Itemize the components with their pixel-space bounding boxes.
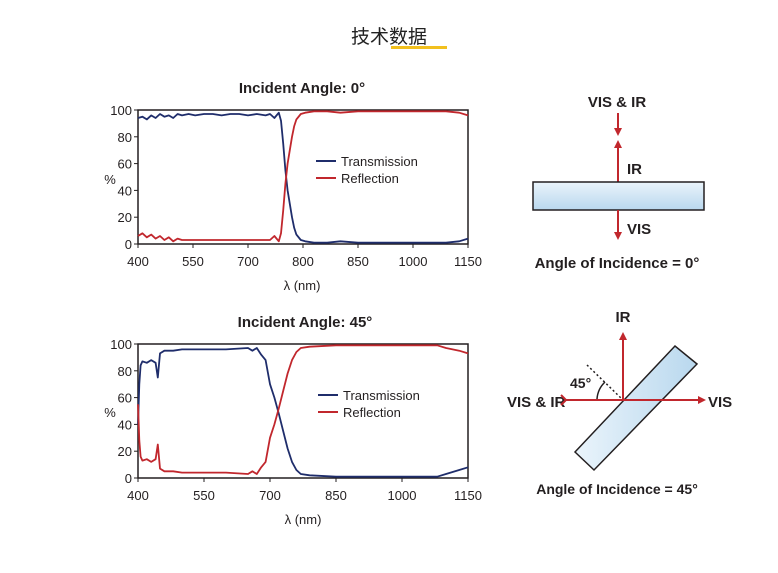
x-tick-label: 550	[182, 254, 204, 269]
angle-label: 45°	[570, 375, 591, 391]
reflected-light-label: IR	[627, 161, 642, 178]
y-tick-label: 100	[110, 337, 132, 352]
diagram-caption: Angle of Incidence = 45°	[536, 481, 698, 497]
legend-label-reflection: Reflection	[341, 171, 399, 186]
y-axis-label: %	[104, 172, 116, 187]
y-tick-label: 80	[118, 130, 132, 145]
x-tick-label: 850	[325, 488, 347, 503]
x-tick-label: 1000	[399, 254, 428, 269]
x-tick-label: 800	[292, 254, 314, 269]
page-title: 技术数据	[350, 26, 427, 48]
y-tick-label: 20	[118, 210, 132, 225]
y-tick-label: 40	[118, 417, 132, 432]
x-tick-label: 1150	[454, 488, 482, 503]
filter-plate-tilted	[573, 344, 699, 472]
diagram-incidence-45: IR 45° VIS & IR VIS Angle of Incidence =…	[507, 309, 732, 497]
x-tick-label: 400	[127, 254, 149, 269]
y-tick-label: 0	[125, 237, 132, 252]
x-axis-label: λ (nm)	[284, 278, 321, 293]
diagram-incidence-0: VIS & IR IR VIS Angle of Incidence = 0°	[532, 94, 705, 272]
legend-label-reflection: Reflection	[343, 405, 401, 420]
legend-label-transmission: Transmission	[341, 154, 418, 169]
plot-frame	[137, 343, 469, 479]
x-tick-label: 1000	[388, 488, 417, 503]
y-tick-label: 100	[110, 103, 132, 118]
y-tick-label: 60	[118, 157, 132, 172]
x-tick-label: 1150	[454, 254, 482, 269]
transmitted-light-label: VIS	[708, 394, 732, 411]
chart-incident-45: Incident Angle: 45° % λ (nm) 400 550 700 85…	[104, 314, 482, 527]
series-line-transmission	[137, 111, 469, 244]
x-tick-label: 700	[237, 254, 259, 269]
transmitted-light-label: VIS	[627, 221, 651, 238]
y-tick-label: 40	[118, 183, 132, 198]
x-tick-label: 550	[193, 488, 215, 503]
series-line-transmission	[137, 347, 469, 478]
filter-plate	[532, 181, 705, 211]
legend-label-transmission: Transmission	[343, 388, 420, 403]
legend: Transmission Reflection	[316, 154, 418, 186]
y-tick-label: 20	[118, 444, 132, 459]
incoming-light-label: VIS & IR	[588, 94, 647, 111]
x-tick-label: 400	[127, 488, 149, 503]
chart-title: Incident Angle: 0°	[239, 80, 365, 97]
series-line-reflection	[137, 110, 469, 243]
legend: Transmission Reflection	[318, 388, 420, 420]
y-axis-label: %	[104, 405, 116, 420]
angle-arc	[596, 381, 606, 400]
chart-title: Incident Angle: 45°	[238, 314, 373, 331]
diagram-caption: Angle of Incidence = 0°	[535, 255, 700, 272]
x-axis-label: λ (nm)	[285, 512, 322, 527]
plot-frame	[137, 109, 469, 245]
incoming-light-label: VIS & IR	[507, 394, 566, 411]
normal-line	[586, 364, 624, 401]
reflected-light-label: IR	[616, 309, 631, 326]
series-line-reflection	[137, 344, 469, 475]
x-tick-label: 850	[347, 254, 369, 269]
y-tick-label: 80	[118, 364, 132, 379]
title-underline	[391, 46, 447, 49]
x-tick-label: 700	[259, 488, 281, 503]
y-tick-label: 60	[118, 391, 132, 406]
chart-incident-0: Incident Angle: 0° % λ (nm) 400 550 700 800…	[104, 80, 482, 293]
y-tick-label: 0	[125, 471, 132, 486]
